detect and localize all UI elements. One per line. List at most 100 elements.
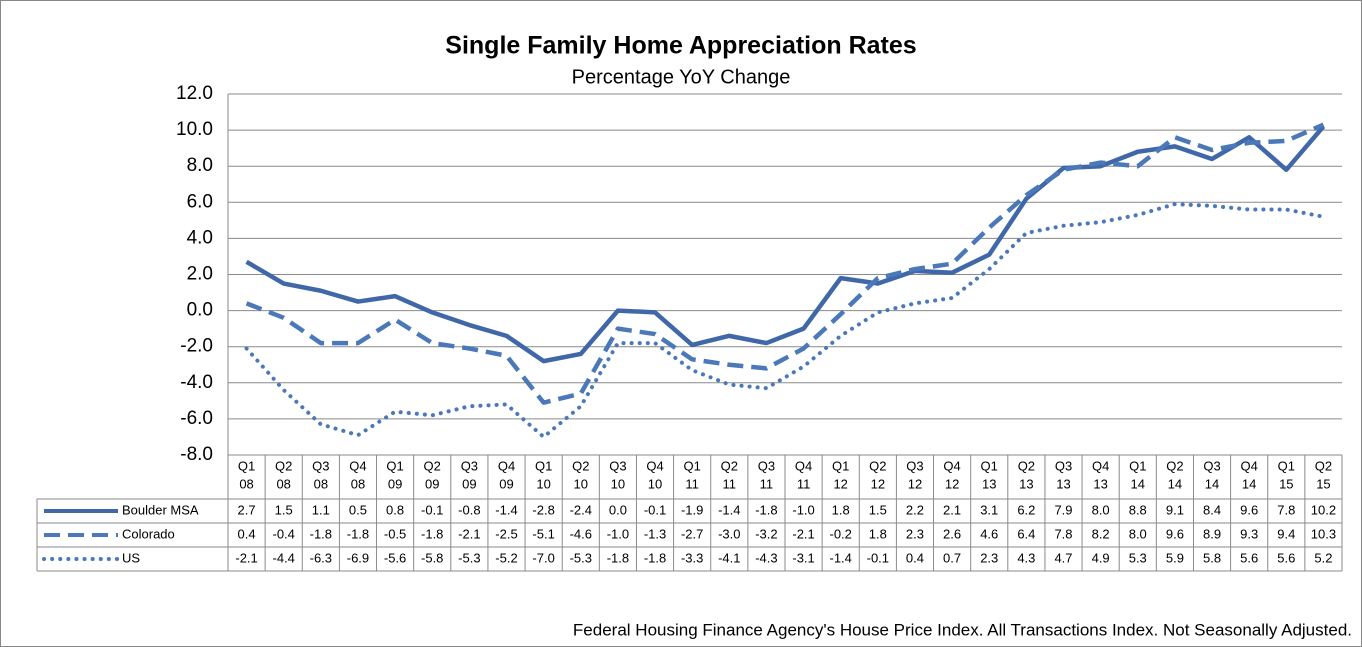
table-value: 2.3 <box>980 550 998 565</box>
y-tick-label: 2.0 <box>187 264 213 285</box>
table-value: -3.3 <box>681 550 703 565</box>
table-value: 0.4 <box>238 526 256 541</box>
x-tick-label: 12 <box>871 476 885 491</box>
legend-label: Boulder MSA <box>122 502 199 517</box>
x-tick-label: 15 <box>1279 476 1293 491</box>
table-value: 6.4 <box>1017 526 1035 541</box>
table-value: -5.1 <box>532 526 554 541</box>
table-value: 5.6 <box>1277 550 1295 565</box>
series-line <box>245 125 1326 364</box>
table-value: 3.1 <box>980 502 998 517</box>
table-value: -6.9 <box>347 550 369 565</box>
table-value: -3.1 <box>792 550 814 565</box>
table-value: -1.3 <box>644 526 666 541</box>
table-value: 5.8 <box>1203 550 1221 565</box>
x-tick-label: Q2 <box>275 458 292 473</box>
table-value: 0.8 <box>386 502 404 517</box>
table-value: 0.7 <box>943 550 961 565</box>
table-value: -2.7 <box>681 526 703 541</box>
series-line <box>244 202 1326 439</box>
table-value: 1.1 <box>312 502 330 517</box>
x-tick-label: 10 <box>648 476 662 491</box>
series-line <box>245 122 1325 405</box>
table-value: -0.8 <box>458 502 480 517</box>
x-tick-label: Q2 <box>1166 458 1183 473</box>
y-tick-label: 8.0 <box>187 155 213 176</box>
x-tick-label: 11 <box>685 476 699 491</box>
table-value: -2.4 <box>570 502 592 517</box>
table-value: -1.0 <box>607 526 629 541</box>
table-value: 0.0 <box>609 502 627 517</box>
x-tick-label: Q4 <box>349 458 366 473</box>
x-tick-label: Q1 <box>832 458 849 473</box>
x-tick-label: 08 <box>351 476 365 491</box>
table-value: -4.3 <box>755 550 777 565</box>
table-value: 2.7 <box>238 502 256 517</box>
table-value: 1.8 <box>832 502 850 517</box>
x-tick-label: Q3 <box>609 458 626 473</box>
y-tick-label: 6.0 <box>187 191 213 212</box>
x-tick-label: Q1 <box>1129 458 1146 473</box>
x-tick-label: Q2 <box>1018 458 1035 473</box>
table-value: -2.1 <box>235 550 257 565</box>
table-value: 9.4 <box>1277 526 1295 541</box>
y-tick-label: 4.0 <box>187 227 213 248</box>
table-value: -3.2 <box>755 526 777 541</box>
table-value: -2.8 <box>532 502 554 517</box>
x-tick-label: 12 <box>945 476 959 491</box>
table-value: -1.8 <box>644 550 666 565</box>
y-tick-label: -8.0 <box>180 444 213 465</box>
x-tick-label: 08 <box>276 476 290 491</box>
table-value: -5.6 <box>384 550 406 565</box>
table-value: 1.5 <box>869 502 887 517</box>
x-tick-label: 09 <box>462 476 476 491</box>
x-tick-label: 13 <box>1056 476 1070 491</box>
table-value: 5.3 <box>1129 550 1147 565</box>
table-value: -0.1 <box>644 502 666 517</box>
table-value: 2.2 <box>906 502 924 517</box>
table-value: -1.9 <box>681 502 703 517</box>
y-tick-label: -4.0 <box>180 372 213 393</box>
x-tick-label: Q1 <box>535 458 552 473</box>
x-tick-label: 10 <box>536 476 550 491</box>
table-value: 4.7 <box>1054 550 1072 565</box>
table-value: -0.5 <box>384 526 406 541</box>
table-value: 8.0 <box>1129 526 1147 541</box>
table-value: 10.3 <box>1311 526 1336 541</box>
x-tick-label: Q4 <box>795 458 812 473</box>
x-tick-label: Q3 <box>1055 458 1072 473</box>
y-tick-label: -6.0 <box>180 408 213 429</box>
table-value: 8.9 <box>1203 526 1221 541</box>
table-value: -1.4 <box>495 502 517 517</box>
x-tick-label: Q3 <box>461 458 478 473</box>
x-tick-label: 09 <box>499 476 513 491</box>
x-tick-label: Q3 <box>906 458 923 473</box>
x-tick-label: 13 <box>1093 476 1107 491</box>
x-tick-label: Q4 <box>646 458 663 473</box>
x-tick-label: Q3 <box>758 458 775 473</box>
table-value: -1.8 <box>347 526 369 541</box>
x-tick-label: Q1 <box>981 458 998 473</box>
x-tick-label: 15 <box>1316 476 1330 491</box>
chart-title: Single Family Home Appreciation Rates <box>445 32 916 60</box>
table-value: 2.6 <box>943 526 961 541</box>
table-value: 5.2 <box>1314 550 1332 565</box>
table-value: -2.1 <box>458 526 480 541</box>
table-value: -1.4 <box>718 502 740 517</box>
table-value: -3.0 <box>718 526 740 541</box>
table-value: -6.3 <box>310 550 332 565</box>
table-value: -1.0 <box>792 502 814 517</box>
x-tick-label: Q1 <box>238 458 255 473</box>
table-value: -1.8 <box>607 550 629 565</box>
x-tick-label: 14 <box>1205 476 1219 491</box>
table-value: -4.1 <box>718 550 740 565</box>
table-value: 4.3 <box>1017 550 1035 565</box>
x-tick-label: 12 <box>833 476 847 491</box>
table-value: 9.6 <box>1240 502 1258 517</box>
legend-label: Colorado <box>122 526 175 541</box>
table-value: -5.8 <box>421 550 443 565</box>
x-tick-label: Q3 <box>1203 458 1220 473</box>
table-value: -1.8 <box>755 502 777 517</box>
